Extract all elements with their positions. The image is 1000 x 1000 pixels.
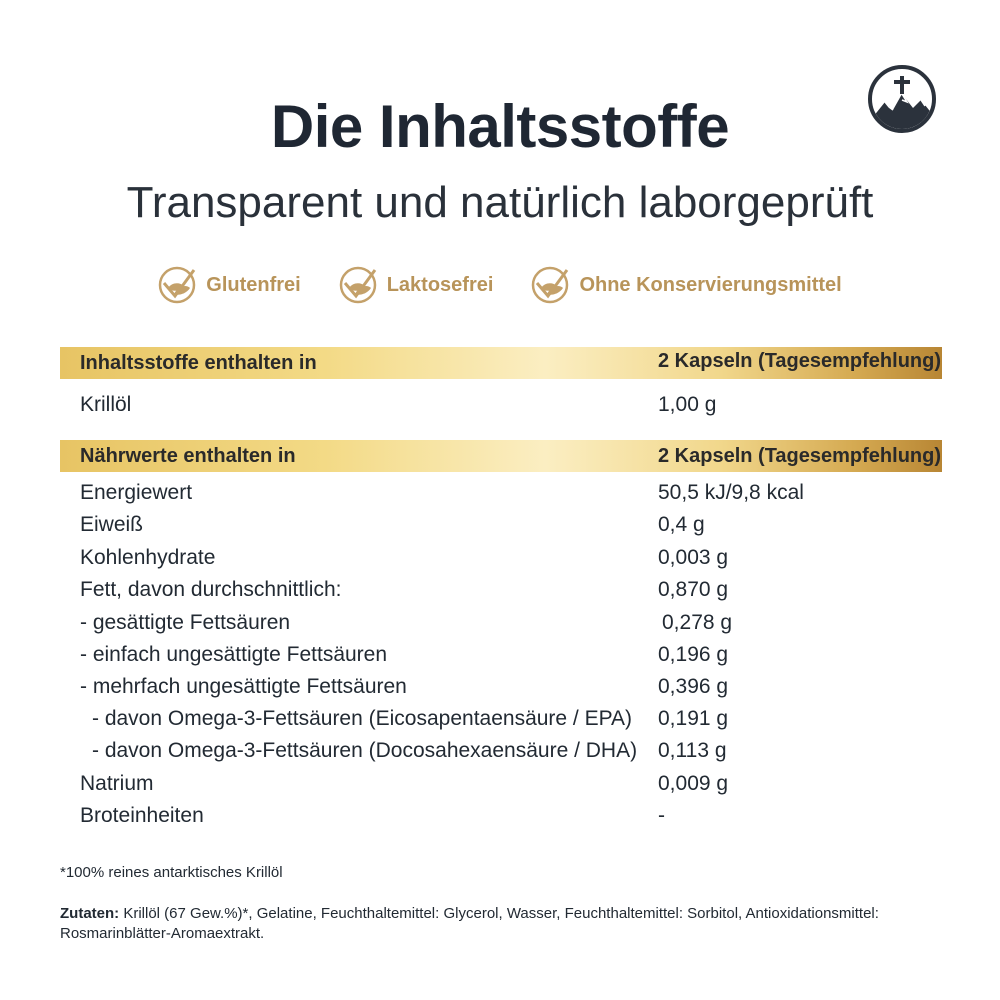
table-row-value: 0,191 g [658, 707, 729, 730]
leaf-check-icon [158, 266, 196, 304]
section-header-bar [60, 347, 942, 379]
table-row-label: - gesättigte Fettsäuren [80, 611, 291, 634]
table-row-label: Natrium [80, 772, 154, 795]
table-row-label: Energiewert [80, 481, 193, 504]
table-row-value: 0,278 g [662, 611, 733, 634]
badge-row: Glutenfrei Laktosefrei Ohne Konservierun… [0, 266, 1000, 304]
table-row-label: Broteinheiten [80, 804, 204, 827]
table-row-label: Fett, davon durchschnittlich: [80, 578, 342, 601]
table-row-label: - davon Omega-3-Fettsäuren (Eicosapentae… [92, 707, 633, 730]
table-row-label: Kohlenhydrate [80, 546, 216, 569]
ingredients-label: Zutaten: [60, 905, 120, 922]
section-header-bar [60, 440, 942, 472]
page-title: Die Inhaltsstoffe [270, 93, 730, 160]
table-row-value: 0,009 g [658, 772, 729, 795]
badge-ohne-konservierungsmittel: Ohne Konservierungsmittel [531, 266, 842, 304]
table-row-value: 0,003 g [658, 546, 729, 569]
table-row-label: - einfach ungesättigte Fettsäuren [80, 643, 388, 666]
table-row-label: Eiweiß [80, 513, 144, 536]
badge-label: Laktosefrei [386, 273, 494, 296]
table-row-label: Krillöl [80, 393, 132, 416]
section-header-left: Nährwerte enthalten in [80, 445, 296, 467]
leaf-check-icon [531, 266, 569, 304]
badge-laktosefrei: Laktosefrei [339, 266, 494, 304]
table-row-value: 0,113 g [658, 739, 727, 762]
table-row-label: - davon Omega-3-Fettsäuren (Docosahexaen… [92, 739, 638, 762]
footnote: *100% reines antarktisches Krillöl [60, 864, 283, 881]
table-row-value: - [658, 804, 665, 827]
badge-label: Glutenfrei [206, 273, 301, 296]
table-row-value: 0,196 g [658, 643, 729, 666]
badge-label: Ohne Konservierungsmittel [579, 273, 842, 296]
ingredients-text: Zutaten: Krillöl (67 Gew.%)*, Gelatine, … [60, 904, 940, 944]
table-row-label: - mehrfach ungesättigte Fettsäuren [80, 675, 407, 698]
table-row-value: 0,870 g [658, 578, 729, 601]
table-row-value: 50,5 kJ/9,8 kcal [658, 481, 804, 504]
table-row-value: 1,00 g [658, 393, 717, 416]
mountain-cross-logo-icon [867, 64, 937, 134]
leaf-check-icon [339, 266, 377, 304]
section-header-right: 2 Kapseln (Tagesempfehlung) [658, 350, 942, 372]
page-subtitle: Transparent und natürlich laborgeprüft [126, 178, 874, 227]
badge-glutenfrei: Glutenfrei [158, 266, 301, 304]
table-row-value: 0,4 g [658, 513, 705, 536]
section-header-left: Inhaltsstoffe enthalten in [80, 352, 317, 374]
table-row-value: 0,396 g [658, 675, 729, 698]
ingredients-list: Krillöl (67 Gew.%)*, Gelatine, Feuchthal… [60, 905, 879, 942]
section-header-right: 2 Kapseln (Tagesempfehlung) [658, 445, 942, 467]
